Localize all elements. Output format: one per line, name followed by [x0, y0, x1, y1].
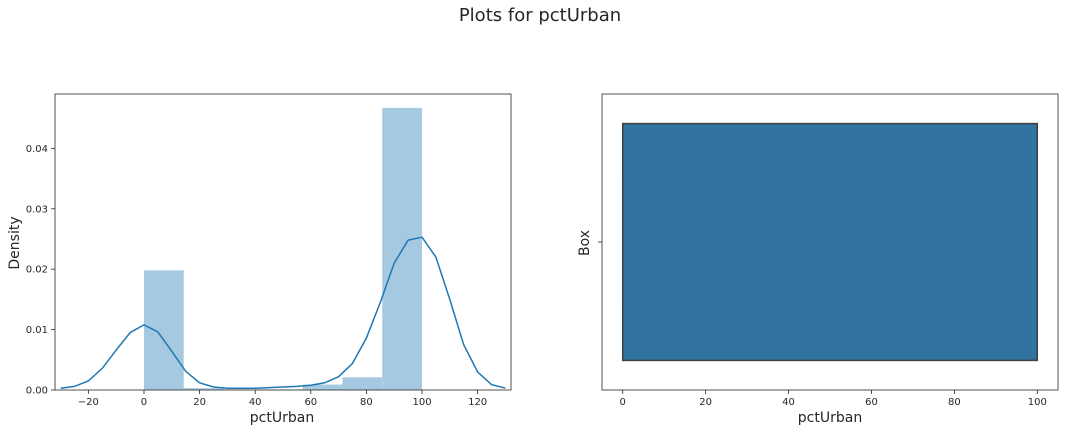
y-tick-label: 0.04	[26, 144, 48, 155]
x-tick-label: 100	[1028, 397, 1047, 408]
y-tick-label: 0.03	[26, 204, 48, 215]
histogram-x-axis-label: pctUrban	[250, 410, 314, 426]
x-tick-label: 80	[360, 397, 373, 408]
histogram-y-axis-label: Density	[7, 216, 23, 269]
histogram-y-ticks: 0.00 0.01 0.02 0.03 0.04	[26, 144, 55, 397]
boxplot-panel: 0 20 40 60 80 100 pctUrban Box	[577, 93, 1059, 426]
boxplot-x-ticks: 0 20 40 60 80 100	[620, 390, 1047, 408]
x-tick-label: 40	[782, 397, 795, 408]
box-rectangle	[621, 122, 1039, 362]
x-tick-label: 40	[249, 397, 262, 408]
x-tick-label: 60	[865, 397, 878, 408]
kde-curve	[60, 236, 506, 389]
x-tick-label: 120	[468, 397, 487, 408]
histogram-bar	[342, 377, 383, 390]
boxplot-y-axis-label: Box	[577, 230, 593, 256]
y-tick-label: 0.00	[26, 386, 48, 397]
histogram-panel: −20 0 20 40 60 80 100 120 0.000.010.020.030.04 …	[7, 93, 512, 426]
figure-title: Plots for pctUrban	[459, 5, 621, 26]
histogram-bar	[143, 270, 184, 390]
x-tick-label: 60	[304, 397, 317, 408]
histogram-bar	[302, 384, 343, 390]
y-tick-label: 0.01	[26, 325, 48, 336]
x-tick-label: 20	[699, 397, 712, 408]
histogram-x-ticks: −20 0 20 40 60 80 100 120	[78, 390, 487, 408]
x-tick-label: 0	[141, 397, 147, 408]
x-tick-label: 0	[620, 397, 626, 408]
x-tick-label: 100	[412, 397, 431, 408]
histogram-bars	[143, 107, 423, 391]
x-tick-label: 20	[193, 397, 206, 408]
x-tick-label: −20	[78, 397, 99, 408]
histogram-bar	[183, 388, 224, 390]
boxplot-x-axis-label: pctUrban	[798, 410, 862, 426]
y-tick-label: 0.02	[26, 265, 48, 276]
x-tick-label: 80	[948, 397, 961, 408]
histogram-axes-frame	[54, 93, 512, 391]
